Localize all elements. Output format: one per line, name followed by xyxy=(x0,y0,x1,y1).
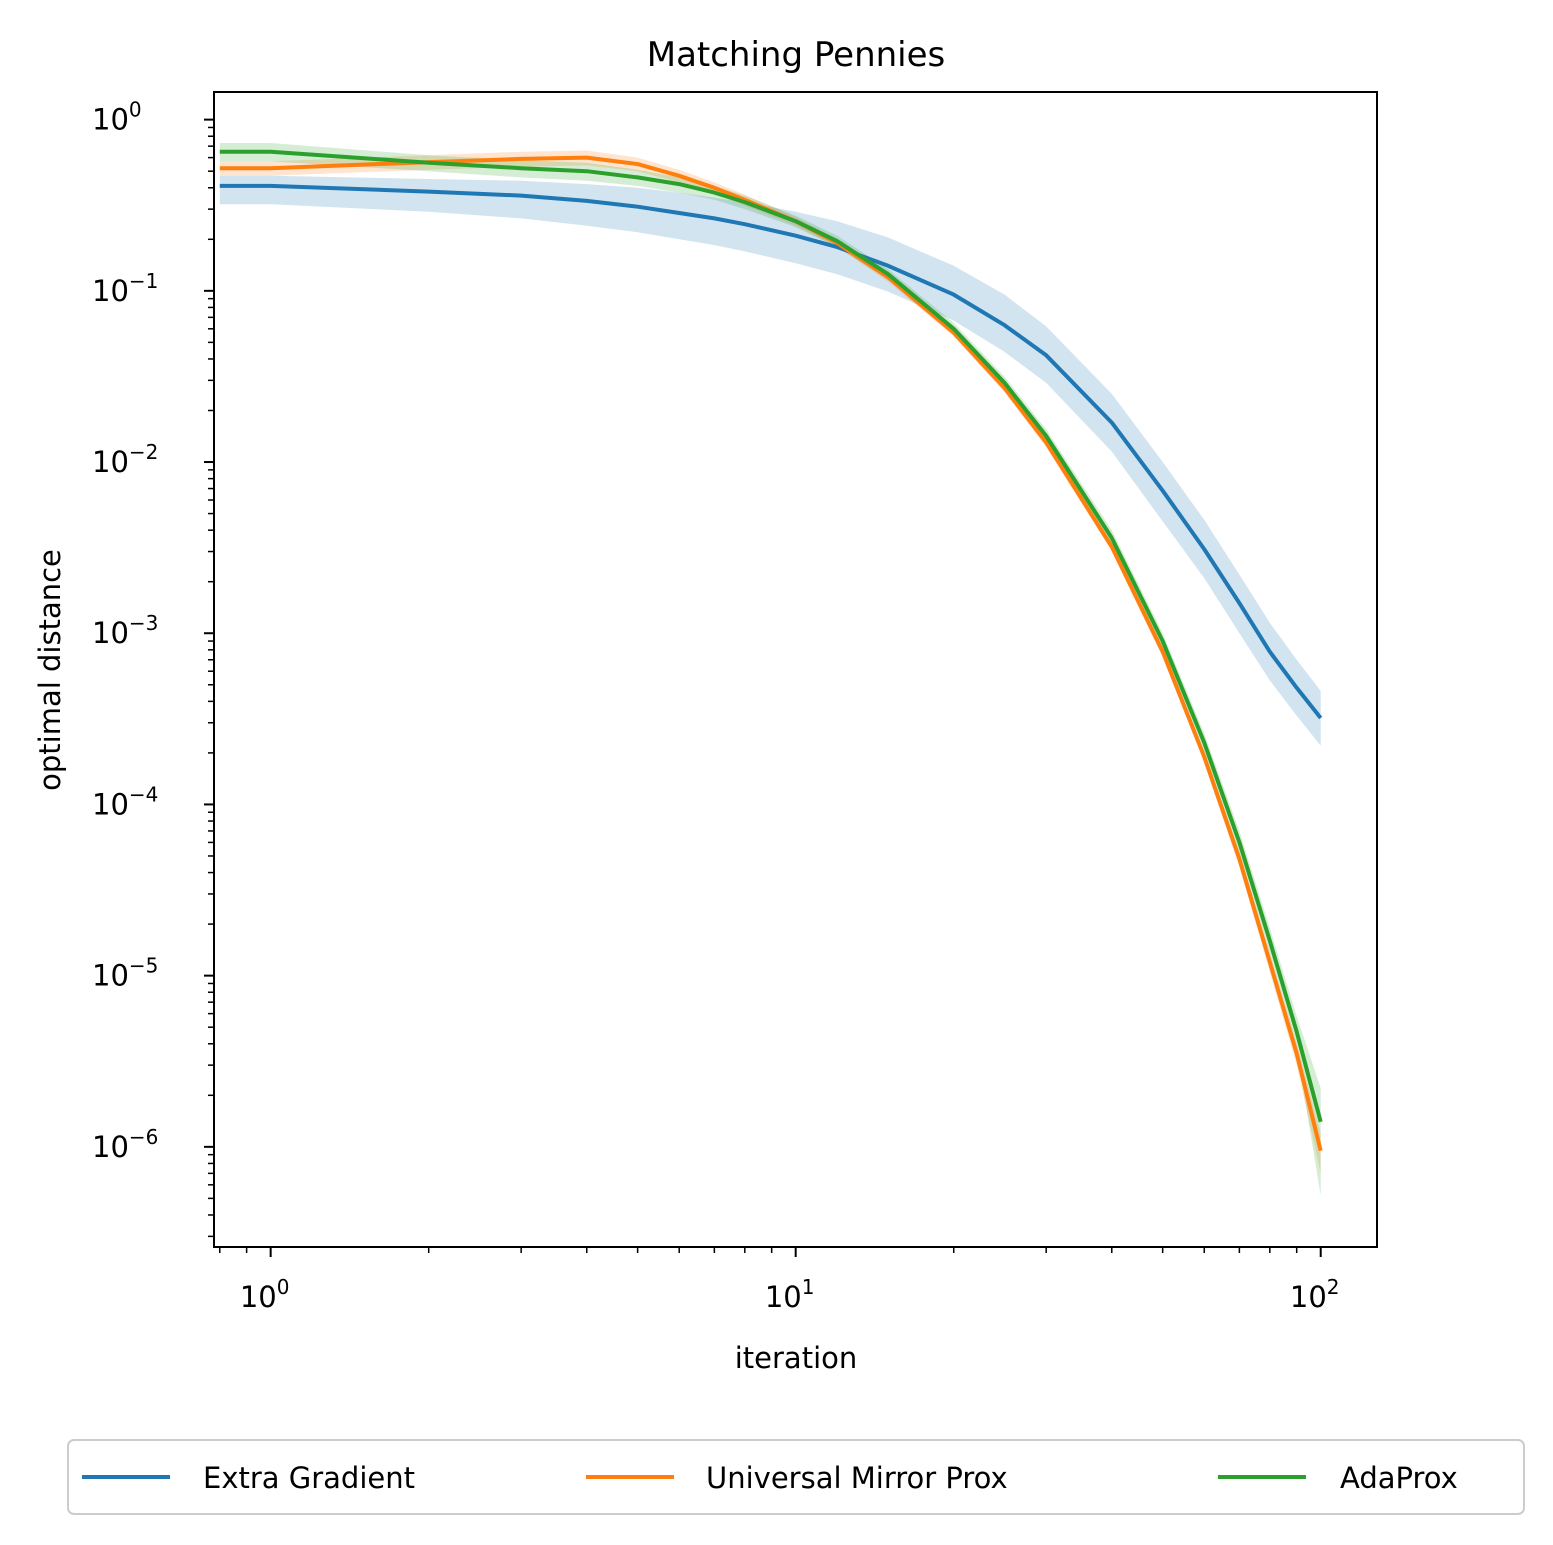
legend-label-universal-mirror-prox: Universal Mirror Prox xyxy=(706,1461,1008,1495)
x-tick-label: 100 xyxy=(240,1275,290,1314)
band-extra-gradient xyxy=(219,175,1321,746)
y-tick-label: 10−3 xyxy=(92,611,158,650)
y-tick-label: 100 xyxy=(92,98,142,137)
confidence-bands xyxy=(219,143,1321,1196)
line-universal-mirror-prox xyxy=(219,155,1323,1152)
band-universal-mirror-prox xyxy=(219,150,1321,1174)
band-adaprox xyxy=(219,143,1321,1196)
x-tick-label: 102 xyxy=(1290,1275,1340,1314)
legend-label-extra-gradient: Extra Gradient xyxy=(203,1461,415,1495)
y-axis-label: optimal distance xyxy=(33,549,67,791)
chart-title: Matching Pennies xyxy=(647,35,946,75)
line-adaprox xyxy=(219,149,1323,1123)
series-lines xyxy=(219,149,1323,1152)
plot-frame xyxy=(213,91,1378,1248)
y-axis-ticks: 100 10−1 10−2 10−3 10−4 10−5 10−6 xyxy=(92,98,214,1238)
legend: Extra Gradient Universal Mirror Prox Ada… xyxy=(67,1439,1525,1515)
y-tick-label: 10−5 xyxy=(92,954,158,993)
y-tick-label: 10−6 xyxy=(92,1125,158,1164)
x-axis-label: iteration xyxy=(735,1341,858,1375)
y-tick-label: 10−4 xyxy=(92,782,158,821)
legend-box xyxy=(67,1439,1525,1515)
y-tick-label: 10−1 xyxy=(92,269,158,308)
legend-label-adaprox: AdaProx xyxy=(1340,1461,1458,1495)
x-axis-ticks: 100 101 102 xyxy=(219,1247,1340,1314)
y-tick-label: 10−2 xyxy=(92,440,158,479)
x-tick-label: 101 xyxy=(765,1275,815,1314)
